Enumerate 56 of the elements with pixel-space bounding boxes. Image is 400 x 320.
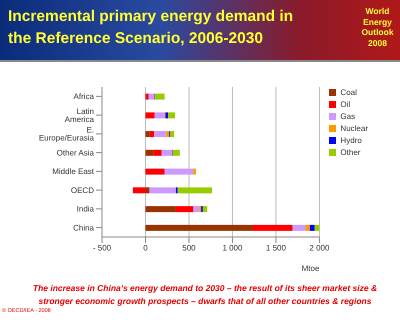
y-tick-label: OECD [70,186,94,195]
bar [145,187,150,194]
bar [145,206,176,212]
bar [150,131,154,138]
y-tick-label: Middle East [52,167,95,176]
y-tick-label: E. Europe/Eurasia [38,126,95,143]
bar [149,187,176,194]
bar [310,224,315,231]
bar [145,150,154,156]
bar [252,224,292,231]
x-tick-label: 1 500 [266,244,286,253]
legend-label: Oil [340,100,350,109]
x-tick-label: 0 [143,244,148,253]
bar [145,94,149,100]
bar [314,224,320,231]
text: World Energy Outlook 2008 [360,6,395,48]
y-tick-label: Other Asia [56,148,95,158]
bar [178,187,212,194]
x-axis-title: Mtoe [302,264,320,273]
bar [154,112,165,118]
bar [168,112,176,118]
legend-label: Coal [340,88,357,97]
legend-label: Nuclear [340,124,368,133]
bar [172,150,180,156]
bar [145,112,155,118]
y-tick-label: India [76,204,95,214]
y-tick-label: Africa [74,92,95,102]
x-tick-label: 500 [182,244,196,253]
y-tick-label: China [73,223,95,232]
bar [170,131,174,138]
x-tick-label: - 500 [92,244,112,253]
x-tick-label: 2 000 [309,244,330,253]
legend-label: Hydro [340,136,362,145]
bar [176,206,194,212]
bar [166,131,169,138]
x-tick-label: 1 000 [222,244,244,253]
legend-label: Other [340,148,360,157]
chart-title: Incremental primary energy demand in the Reference Scenario, 2006-2030 [8,7,294,49]
bar [145,224,252,231]
bar [145,168,165,175]
bar [306,224,310,231]
bar [292,224,306,231]
bar [165,112,168,118]
bar [193,206,200,212]
bar [155,94,165,100]
legend-label: Gas [340,112,356,121]
bar [132,187,146,194]
bar [162,150,172,156]
bar [202,206,208,212]
text: The increase in China’s energy demand to 2030 – the result of its sheer market size & stronger economic growth prospects – dwarfs that of all other countries & regions [32,282,378,308]
bar [154,131,166,138]
bar [145,131,150,138]
y-tick-label: Latin America [64,106,95,124]
bar [153,150,162,156]
bar [164,168,194,175]
bar [148,94,154,100]
